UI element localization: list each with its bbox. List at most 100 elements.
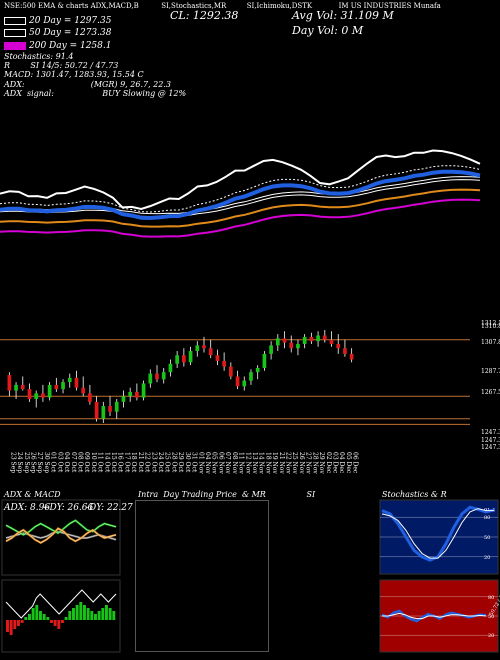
date-label-33: 08 Nov <box>231 452 238 474</box>
candle-body-7 <box>54 384 59 390</box>
adx-value-label-1: +DY: 26.66 <box>42 503 94 513</box>
date-label-51: 06 Dec <box>352 452 359 474</box>
candle-body-35 <box>242 380 247 387</box>
price-chart: 1312.151310.85 1307.86 1287.7 1267.51 1247.3… <box>0 149 500 474</box>
intraday-panel-title: Intra Day Trading Price & MR SI <box>138 490 316 499</box>
ema-legend-50: 50 Day = 1273.38 <box>4 28 111 38</box>
stoch-tick-2: 50 <box>484 535 490 541</box>
candle-body-10 <box>74 377 79 388</box>
date-label-10: 08 Oct <box>76 452 83 473</box>
macd-bar-20 <box>79 602 83 620</box>
ema-100-line <box>0 188 481 228</box>
adx-panel: ADX: 8.96+DY: 26.66-DY: 22.27 <box>1 499 133 576</box>
candle-body-17 <box>121 396 126 402</box>
adx-panel-title: ADX & MACD <box>4 490 61 499</box>
avg-volume-label: Avg Vol: 31.109 M <box>292 9 394 22</box>
candle-body-44 <box>302 336 307 344</box>
candle-body-42 <box>289 342 294 349</box>
date-label-37: 14 Nov <box>258 452 265 474</box>
date-label-3: 26 Sep <box>29 452 36 473</box>
date-label-22: 24 Oct <box>157 452 164 473</box>
ema-200-line <box>0 198 481 238</box>
date-label-29: 04 Nov <box>204 452 211 474</box>
date-label-2: 25 Sep <box>23 452 30 473</box>
candle-body-6 <box>47 384 52 398</box>
macd-bar-28 <box>108 608 112 620</box>
price-level-label-3: 1287.7 <box>481 368 500 375</box>
candle-body-0 <box>7 375 12 391</box>
candle-body-33 <box>228 366 233 377</box>
header-line: NSE:500 EMA & charts ADX,MACD,B SI,Stoch… <box>4 2 441 10</box>
intraday-panel <box>135 500 269 652</box>
price-level-label-5: 1247.33 <box>481 429 500 436</box>
macd-bar-24 <box>94 614 97 620</box>
candle-body-21 <box>148 373 153 384</box>
candle-body-19 <box>135 391 139 398</box>
price-level-label-7: 1247.33 <box>481 444 500 451</box>
price-level-label-4: 1267.51 <box>481 389 500 396</box>
adx-text: ADX: (MGR) 9, 26.7, 22.3 <box>4 80 171 89</box>
candle-body-9 <box>67 377 72 383</box>
macd-bar-27 <box>105 605 108 620</box>
date-label-32: 07 Nov <box>224 452 231 474</box>
adx-value-label-0: ADX: 8.96 <box>3 503 50 513</box>
macd-bar-4 <box>20 620 24 623</box>
price-level-label-0: 1312.15 <box>481 320 500 327</box>
candle-body-31 <box>215 355 220 361</box>
candle-body-14 <box>101 406 106 419</box>
adx-frame <box>1 499 121 576</box>
macd-bar-10 <box>42 614 46 620</box>
candle-body-15 <box>108 406 112 412</box>
macd-bar-12 <box>50 620 53 623</box>
stochastics-text: Stochastics: 91.4 <box>4 52 74 61</box>
candle-body-30 <box>208 348 213 356</box>
candle-body-3 <box>27 389 32 400</box>
date-label-48: 03 Dec <box>332 452 339 474</box>
date-label-38: 18 Nov <box>264 452 271 474</box>
date-label-19: 21 Oct <box>137 452 144 473</box>
date-label-15: 15 Oct <box>110 452 117 473</box>
candle-body-46 <box>316 335 320 342</box>
candle-body-1 <box>14 384 18 391</box>
date-label-12: 10 Oct <box>90 452 97 473</box>
date-label-4: 27 Sep <box>36 452 43 473</box>
macd-bar-18 <box>72 608 75 620</box>
candle-body-13 <box>94 401 99 419</box>
macd-bar-7 <box>31 608 35 620</box>
stoch-panel-title: Stochastics & R SI <box>382 490 447 499</box>
stoch-tick-3: 20 <box>484 555 490 561</box>
date-label-25: 29 Oct <box>177 452 184 473</box>
macd-bar-22 <box>86 608 90 620</box>
macd-bar-3 <box>17 620 20 626</box>
date-label-41: 22 Nov <box>285 452 292 474</box>
candle-body-20 <box>141 383 146 398</box>
candle-body-49 <box>336 343 341 349</box>
date-label-45: 28 Nov <box>311 452 318 474</box>
header-part-4: IM US INDUSTRIES Munafa <box>338 2 441 10</box>
rsi-tick-0: 80 <box>488 595 494 601</box>
header-part-3: SI,Ichimoku,DSTK <box>246 2 313 10</box>
ema-50-line-1 <box>0 179 481 218</box>
candle-body-39 <box>269 345 273 354</box>
candle-body-11 <box>81 387 86 394</box>
rsi-tick-2: 20 <box>488 633 494 639</box>
date-label-39: 19 Nov <box>271 452 278 474</box>
candle-body-38 <box>262 353 267 368</box>
date-label-9: 07 Oct <box>70 452 77 473</box>
adx-series-core-2 <box>5 528 117 544</box>
candle-body-16 <box>114 401 119 412</box>
date-label-24: 28 Oct <box>170 452 177 473</box>
date-label-36: 13 Nov <box>251 452 258 474</box>
ema-50-swatch <box>4 28 26 37</box>
macd-bar-26 <box>101 608 105 620</box>
candle-body-26 <box>182 355 186 363</box>
candle-body-48 <box>329 339 334 344</box>
date-label-16: 16 Oct <box>117 452 124 473</box>
candle-body-34 <box>235 376 240 387</box>
macd-panel <box>1 579 121 653</box>
date-label-34: 11 Nov <box>238 452 245 474</box>
macd-bar-1 <box>9 620 13 635</box>
header-part-2: SI,Stochastics,MR <box>161 2 227 10</box>
